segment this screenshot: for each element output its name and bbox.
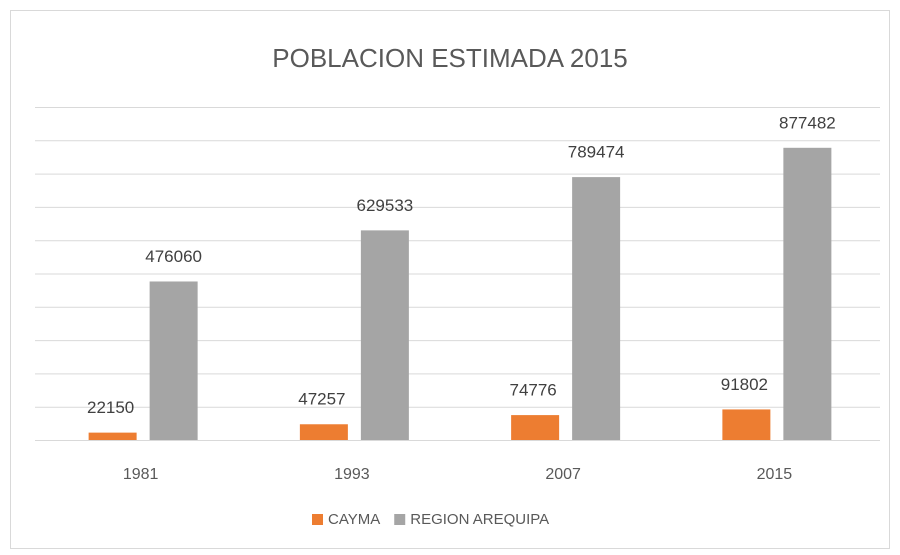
bar xyxy=(572,177,621,440)
x-tick-label: 2007 xyxy=(545,466,581,483)
bar xyxy=(360,230,409,440)
bar xyxy=(149,281,198,440)
legend-swatch xyxy=(312,514,323,525)
bar xyxy=(88,432,137,440)
data-label: 789474 xyxy=(568,143,625,162)
data-label: 22150 xyxy=(87,398,134,417)
legend-label: CAYMA xyxy=(328,511,380,528)
bar xyxy=(722,409,771,440)
data-label: 629533 xyxy=(357,196,414,215)
data-label: 476060 xyxy=(145,247,202,266)
bar xyxy=(511,415,560,440)
x-tick-label: 1981 xyxy=(123,466,159,483)
data-label: 91802 xyxy=(721,375,768,394)
bar xyxy=(783,147,832,440)
data-label: 74776 xyxy=(509,381,556,400)
data-label: 877482 xyxy=(779,113,836,132)
x-tick-label: 1993 xyxy=(334,466,370,483)
chart-title: POBLACION ESTIMADA 2015 xyxy=(272,43,627,73)
x-tick-label: 2015 xyxy=(757,466,793,483)
bar xyxy=(299,424,348,440)
legend-swatch xyxy=(394,514,406,525)
data-label: 47257 xyxy=(298,390,345,409)
chart-frame xyxy=(10,10,890,549)
legend-label: REGION AREQUIPA xyxy=(410,511,549,528)
